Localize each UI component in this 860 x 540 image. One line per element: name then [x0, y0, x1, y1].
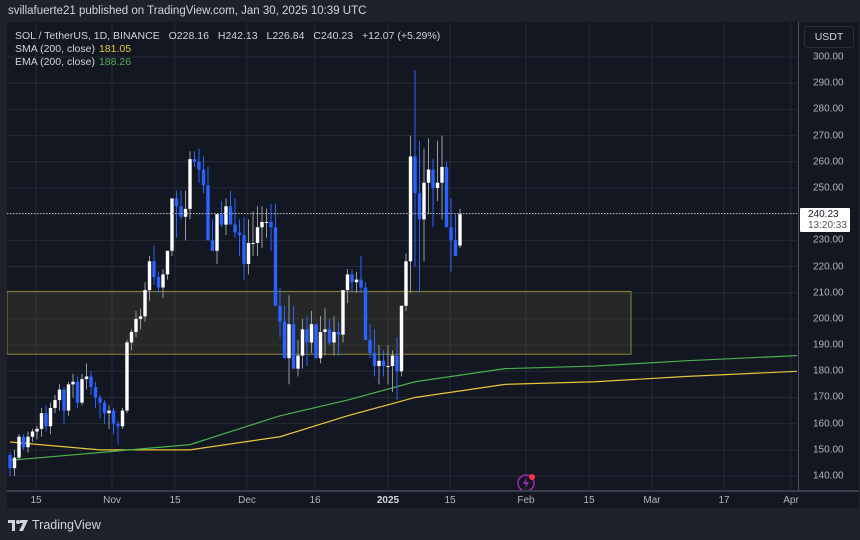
- price-tick: 190.00: [813, 339, 844, 351]
- ema-value: 188.26: [98, 56, 132, 68]
- brand-name: TradingView: [32, 518, 101, 532]
- tradingview-logo-icon: [8, 519, 28, 531]
- time-axis[interactable]: 15 Nov 15 Dec 16 2025 15 Feb 15 Mar 17 Apr: [7, 490, 859, 510]
- price-tick: 200.00: [813, 313, 844, 325]
- high-value: H242.13: [217, 30, 258, 42]
- price-tick: 260.00: [813, 156, 844, 168]
- ema-label: EMA (200, close): [15, 56, 95, 68]
- publisher-line: svillafuerte21 published on TradingView.…: [8, 5, 367, 17]
- time-tick: 15: [30, 495, 42, 506]
- legend-sma-row[interactable]: SMA (200, close) 181.05: [15, 43, 440, 56]
- time-tick: 15: [169, 495, 181, 506]
- symbol-title[interactable]: SOL / TetherUS, 1D, BINANCE: [15, 30, 160, 42]
- time-tick: 15: [444, 495, 456, 506]
- last-price-value: 240.23: [808, 208, 839, 220]
- price-tick: 300.00: [813, 51, 844, 63]
- sma-value: 181.05: [98, 43, 132, 55]
- legend-ema-row[interactable]: EMA (200, close) 188.26: [15, 56, 440, 69]
- time-tick: Feb: [517, 495, 535, 506]
- price-tick: 270.00: [813, 130, 844, 142]
- time-tick: 15: [583, 495, 595, 506]
- price-tick: 250.00: [813, 182, 844, 194]
- close-value: C240.23: [313, 30, 354, 42]
- time-tick: 17: [718, 495, 730, 506]
- price-tick: 150.00: [813, 444, 844, 456]
- chart-pane[interactable]: SOL / TetherUS, 1D, BINANCE O228.16 H242…: [7, 22, 797, 490]
- candlestick-chart: [7, 22, 797, 490]
- bar-countdown: 13:20:33: [808, 219, 847, 231]
- chart-legend: SOL / TetherUS, 1D, BINANCE O228.16 H242…: [15, 30, 440, 69]
- price-tick: 140.00: [813, 470, 844, 482]
- price-tick: 230.00: [813, 234, 844, 246]
- time-tick: Dec: [238, 495, 256, 506]
- price-axis[interactable]: USDT 300.00 290.00 280.00 270.00 260.00 250.0…: [798, 22, 860, 490]
- low-value: L226.84: [266, 30, 305, 42]
- last-price-label: 240.23 13:20:33: [800, 207, 850, 232]
- currency-button[interactable]: USDT: [804, 26, 854, 48]
- time-tick: 16: [309, 495, 321, 506]
- chart-frame: SOL / TetherUS, 1D, BINANCE O228.16 H242…: [7, 22, 859, 508]
- time-tick: 2025: [376, 495, 400, 506]
- price-tick: 290.00: [813, 77, 844, 89]
- price-tick: 170.00: [813, 391, 844, 403]
- price-tick: 220.00: [813, 261, 844, 273]
- time-tick: Nov: [103, 495, 121, 506]
- price-tick: 210.00: [813, 287, 844, 299]
- time-tick: Apr: [783, 495, 799, 506]
- price-tick: 180.00: [813, 365, 844, 377]
- open-value: O228.16: [168, 30, 209, 42]
- price-tick: 160.00: [813, 418, 844, 430]
- sma-label: SMA (200, close): [15, 43, 95, 55]
- tradingview-logo[interactable]: TradingView: [8, 518, 101, 532]
- price-tick: 280.00: [813, 103, 844, 115]
- legend-symbol-row: SOL / TetherUS, 1D, BINANCE O228.16 H242…: [15, 30, 440, 43]
- time-tick: Mar: [643, 495, 661, 506]
- alert-lightning-icon[interactable]: [516, 471, 538, 490]
- change-value: +12.07 (+5.29%): [362, 30, 441, 42]
